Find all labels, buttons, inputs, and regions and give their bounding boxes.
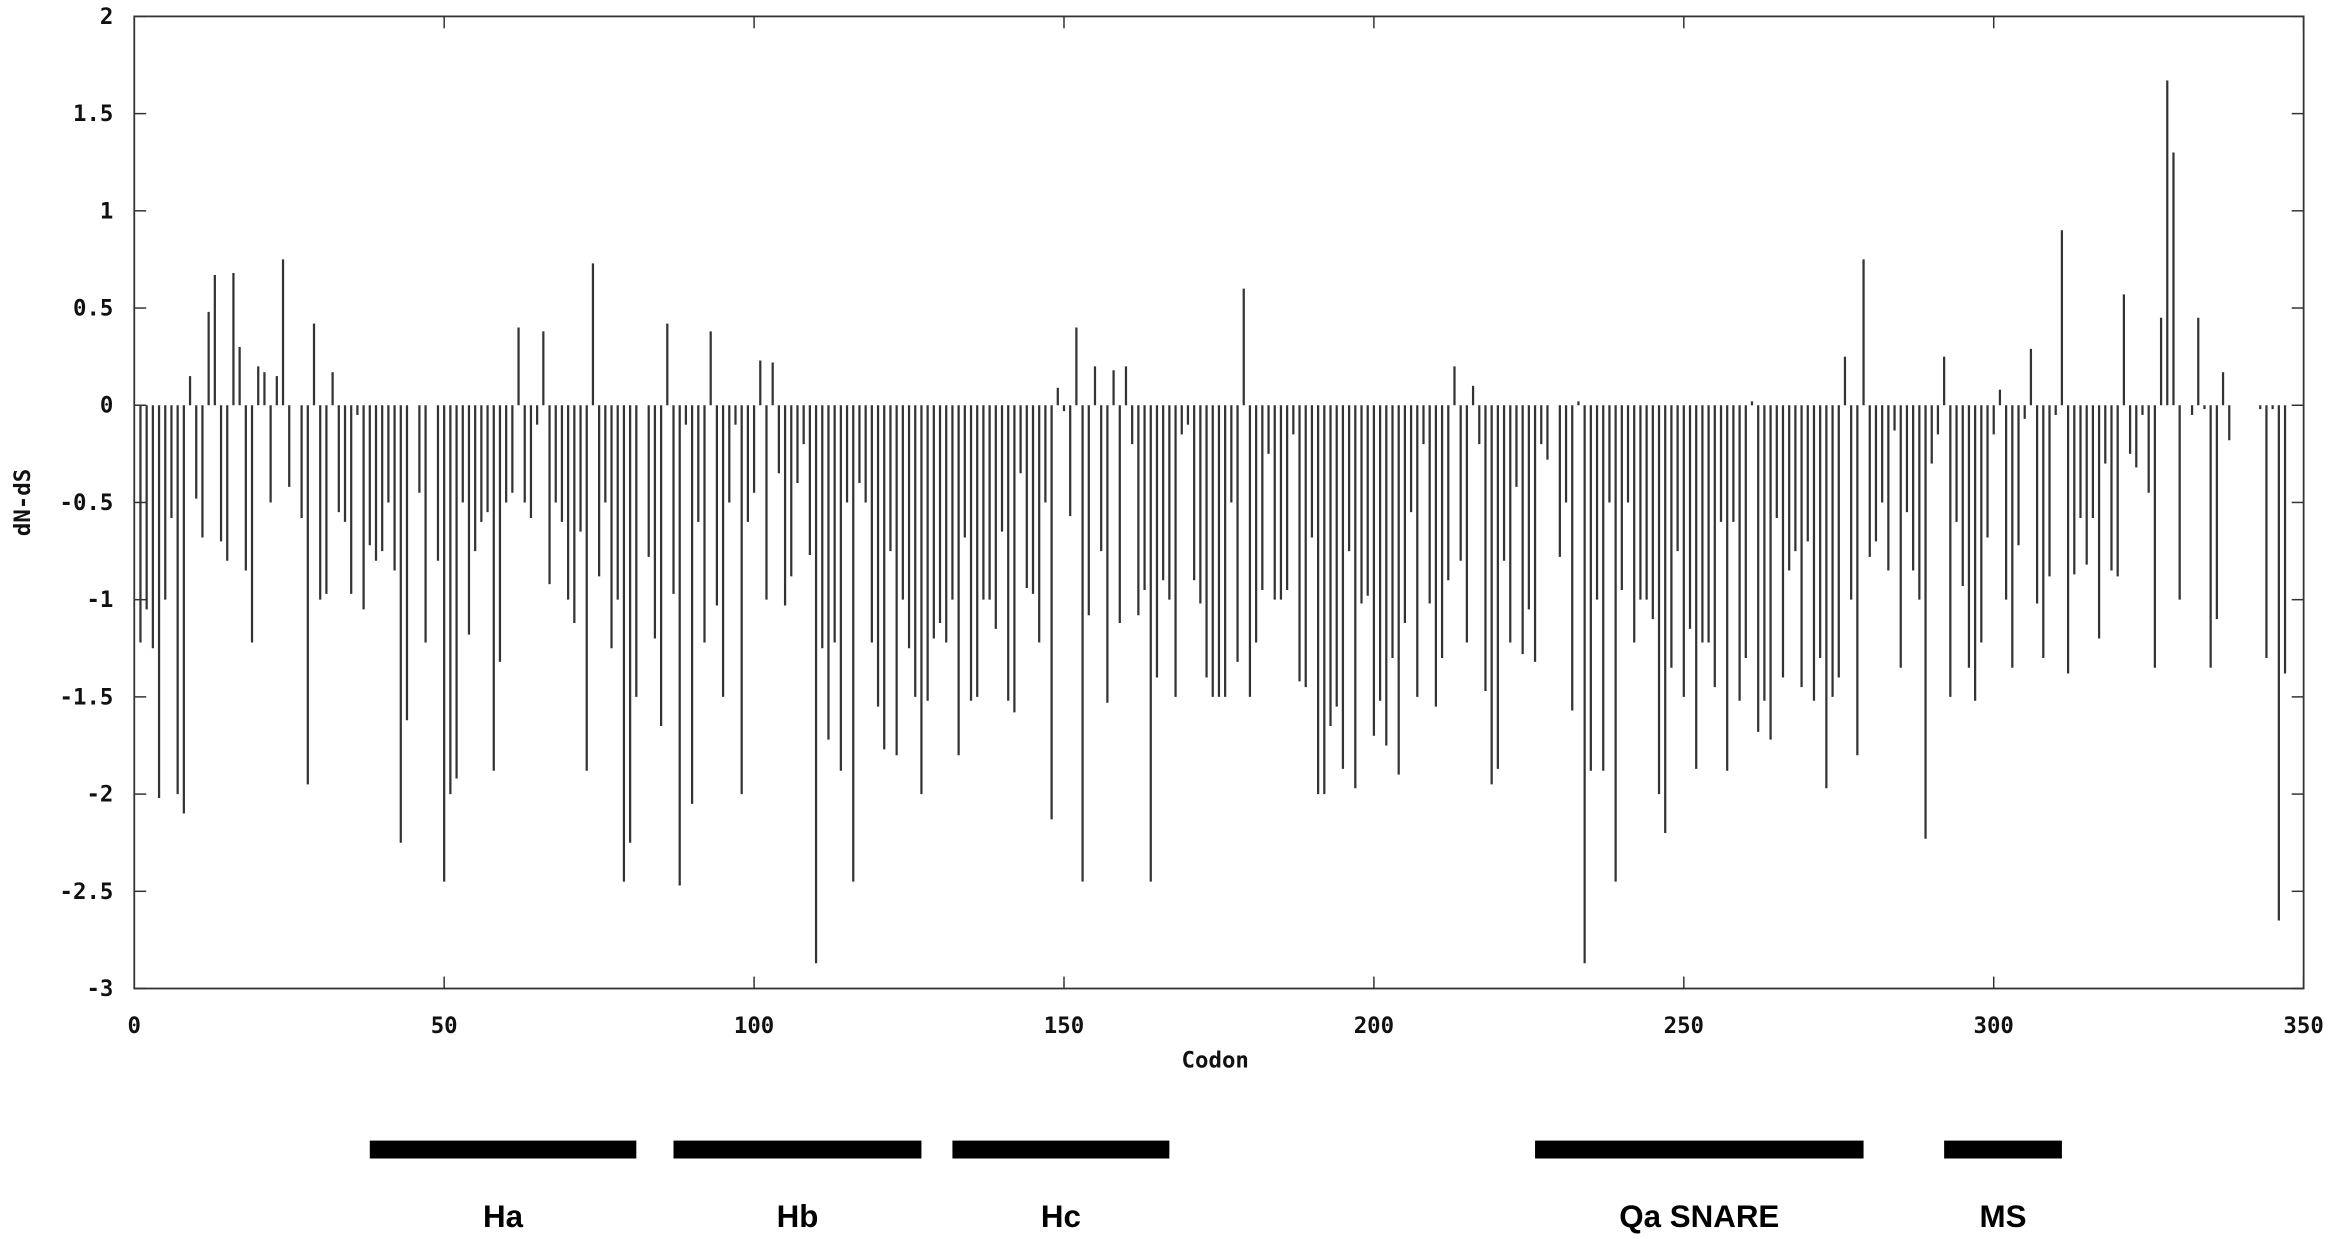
domain-bar: [1944, 1140, 2062, 1159]
y-tick-label: -0.5: [60, 490, 114, 516]
domain-label: Hc: [1041, 1199, 1081, 1234]
domain-bar: [369, 1140, 637, 1159]
y-tick-label: 2: [100, 4, 113, 30]
x-tick-label: 100: [734, 1013, 774, 1039]
domain-bar: [952, 1140, 1170, 1159]
domain-label: Hb: [777, 1199, 819, 1234]
y-tick-label: 1.5: [73, 101, 113, 127]
y-tick-label: 0.5: [73, 295, 113, 321]
domain-label: Qa SNARE: [1619, 1199, 1779, 1234]
domain-label: Ha: [483, 1199, 524, 1234]
domain-bar: [673, 1140, 922, 1159]
y-tick-label: -1.5: [60, 684, 114, 710]
x-axis-label: Codon: [1182, 1048, 1249, 1074]
x-tick-label: 200: [1354, 1013, 1394, 1039]
x-tick-label: 250: [1664, 1013, 1704, 1039]
x-tick-label: 150: [1044, 1013, 1084, 1039]
domain-label: MS: [1980, 1199, 2027, 1234]
y-tick-label: -2: [86, 782, 113, 808]
y-tick-label: -3: [86, 976, 113, 1002]
y-tick-label: 0: [100, 393, 113, 419]
x-tick-label: 0: [128, 1013, 141, 1039]
x-tick-label: 50: [431, 1013, 458, 1039]
x-tick-label: 300: [1974, 1013, 2014, 1039]
domain-bar: [1535, 1140, 1864, 1159]
y-tick-label: 1: [100, 198, 113, 224]
x-tick-label: 350: [2283, 1013, 2323, 1039]
y-tick-label: -2.5: [60, 879, 114, 905]
y-axis-label: dN-dS: [10, 469, 36, 536]
y-tick-label: -1: [86, 587, 113, 613]
